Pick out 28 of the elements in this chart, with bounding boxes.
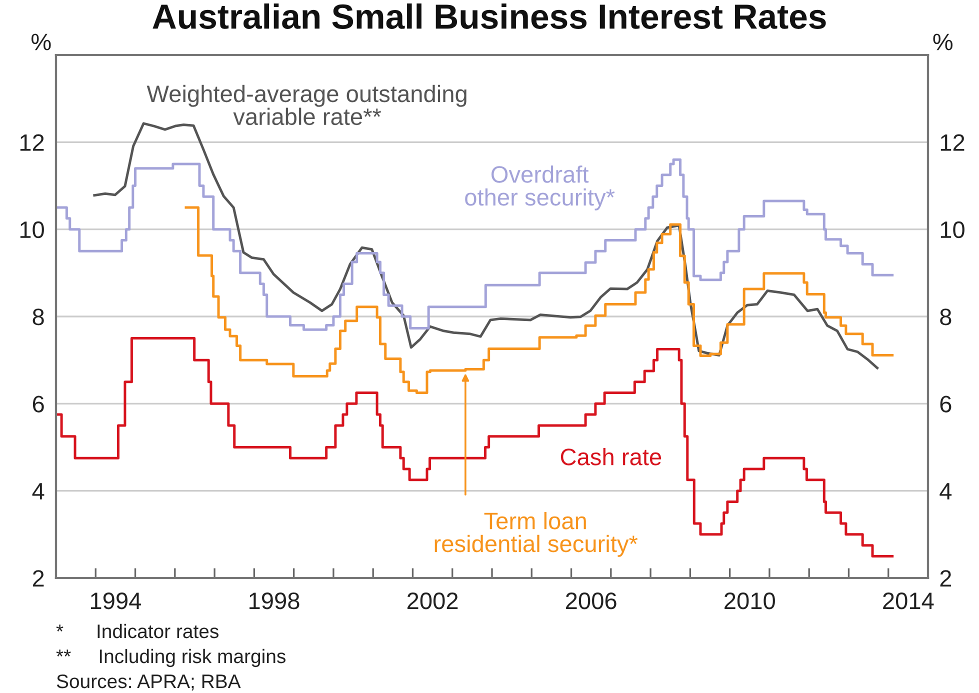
x-tick-label: 1994 [90,592,142,610]
y2-tick-label: 10 [940,221,964,238]
chart-title: Australian Small Business Interest Rates [152,3,826,29]
y-tick-label: 2 [32,570,44,587]
source-note: Sources: APRA; RBA [56,674,241,691]
y2-tick-label: 4 [940,483,952,500]
y-tick-label: 12 [20,134,44,151]
y-tick-label: 10 [20,221,44,238]
series-label: Overdraft other security* [465,165,615,210]
x-tick-label: 2010 [724,592,775,610]
y2-tick-label: 6 [940,396,952,412]
series-label: Weighted-average outstanding variable rate** [146,84,466,126]
text: ** Including risk margins [56,648,286,668]
y-axis-title: % [31,34,51,50]
x-tick-label: 2006 [566,592,616,610]
x-tick-label: 2014 [883,592,934,610]
y2-tick-label: 2 [940,570,952,587]
y-tick-label: 6 [32,396,44,412]
y-tick-label: 8 [32,308,44,326]
y2-tick-label: 12 [940,134,964,151]
series-label: Cash rate [560,448,662,466]
x-tick-label: 1998 [250,592,300,610]
text: Term loan residential security* [434,512,638,557]
text: * Indicator rates [56,624,218,638]
x-tick-label: 2002 [407,592,458,610]
y-tick-label: 4 [32,483,44,500]
y2-tick-label: 8 [940,308,952,326]
y2-axis-title: % [933,34,953,50]
